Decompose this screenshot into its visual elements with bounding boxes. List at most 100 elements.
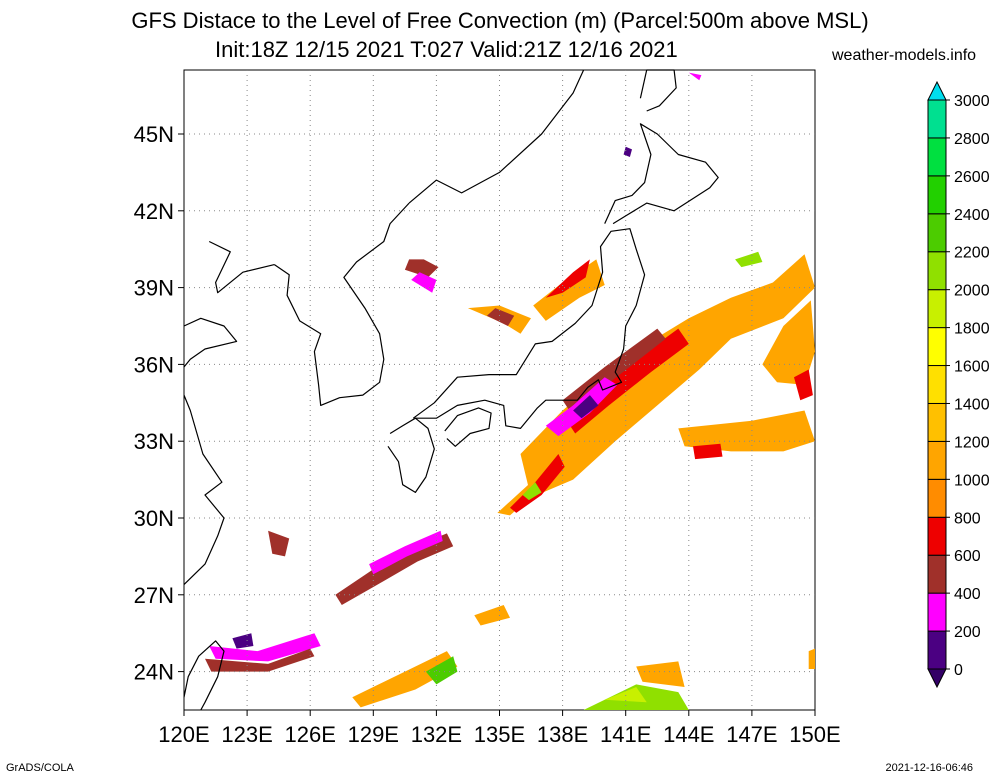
colorbar-segment: [927, 478, 947, 518]
field-east-ocean-ne: [762, 300, 815, 385]
lon-tick-label: 123E: [221, 722, 272, 747]
field-red-cluster-east-ocean: [693, 443, 723, 460]
colorbar-top-arrow: [927, 80, 947, 101]
field-south-bottom-orange: [636, 661, 685, 687]
site-credit: weather-models.info: [832, 47, 977, 64]
colorbar-segment: [927, 365, 947, 404]
coast-kyushu: [387, 417, 435, 493]
field-layer: [205, 72, 815, 710]
lon-tick-label: 126E: [285, 722, 336, 747]
colorbar-label: 1800: [954, 321, 990, 338]
field-east-ocean-red: [794, 369, 813, 401]
coast-taiwan: [183, 640, 225, 711]
colorbar-label: 2000: [954, 283, 990, 300]
coast-russia-coast: [408, 69, 585, 204]
field-south-bottom-yellow: [604, 687, 647, 703]
colorbar-segment: [927, 99, 947, 139]
lat-tick-label: 36N: [134, 352, 174, 377]
field-hokkaido-purple: [623, 146, 632, 157]
colorbar-segment: [927, 554, 947, 594]
lon-tick-label: 132E: [411, 722, 462, 747]
field-far-east-orange: [808, 648, 815, 669]
field-south-sea-orange: [352, 651, 458, 708]
field-japan-sea-south-brown: [486, 308, 515, 326]
colorbar-bottom-arrow: [927, 668, 947, 689]
colorbar-segment: [927, 630, 947, 670]
coast-china-coast: [208, 240, 275, 294]
colorbar-segment: [927, 516, 947, 556]
field-east-ocean-orange: [678, 410, 815, 452]
field-east-ocean-green: [735, 251, 763, 268]
field-band-honshu-east-red: [566, 328, 689, 434]
lat-tick-label: 24N: [134, 660, 174, 685]
colorbar: 0 200 400 600 800 1000 1200 1400 1600 1800 2000 220…: [927, 80, 990, 689]
colorbar-label: 800: [954, 510, 981, 527]
field-band-honshu-east: [520, 254, 815, 498]
colorbar-label: 400: [954, 586, 981, 603]
field-band-okinawa-magenta: [369, 530, 443, 575]
coast-korea: [274, 202, 410, 406]
lat-tick-label: 27N: [134, 583, 174, 608]
colorbar-segment: [927, 440, 947, 480]
coast-china-south: [183, 394, 225, 586]
colorbar-segment: [927, 327, 947, 367]
colorbar-label: 1200: [954, 434, 990, 451]
lat-tick-label: 45N: [134, 122, 174, 147]
colorbar-segment: [927, 213, 947, 253]
field-kyushu-south-red: [510, 454, 565, 513]
field-band-taiwan-magenta: [209, 633, 321, 662]
field-japan-sea-orange: [533, 259, 605, 321]
coast-hokkaido: [604, 123, 719, 225]
colorbar-label: 2200: [954, 245, 990, 262]
field-korea-north-brown: [404, 259, 439, 278]
field-band-boso-purple: [573, 395, 599, 419]
field-kyushu-south-green: [522, 482, 542, 501]
field-east-china-brown: [268, 530, 290, 557]
field-north-magenta: [688, 72, 702, 81]
colorbar-segment: [927, 592, 947, 632]
colorbar-label: 2800: [954, 131, 990, 148]
lat-tick-label: 42N: [134, 199, 174, 224]
colorbar-label: 600: [954, 548, 981, 565]
lon-tick-label: 129E: [348, 722, 399, 747]
coast-sakhalin: [639, 69, 677, 112]
lon-tick-label: 141E: [600, 722, 651, 747]
colorbar-label: 0: [954, 662, 963, 679]
colorbar-label: 200: [954, 624, 981, 641]
colorbar-segment: [927, 251, 947, 291]
field-band-taiwan-purple: [232, 633, 254, 649]
map-subtitle: Init:18Z 12/15 2021 T:027 Valid:21Z 12/1…: [215, 37, 678, 62]
coast-honshu: [412, 228, 646, 429]
field-mid-south-orange: [474, 605, 510, 626]
lat-tick-label: 33N: [134, 429, 174, 454]
lat-tick-label: 30N: [134, 506, 174, 531]
field-japan-sea-red: [545, 259, 590, 298]
coastline-layer: [183, 69, 719, 711]
footer-timestamp: 2021-12-16-06:46: [885, 762, 973, 774]
lat-tick-label: 39N: [134, 276, 174, 301]
colorbar-label: 1400: [954, 396, 990, 413]
coast-shikoku: [444, 407, 492, 447]
coast-shandong: [183, 317, 238, 368]
field-band-okinawa: [335, 533, 454, 605]
colorbar-segment: [927, 137, 947, 177]
lon-tick-label: 150E: [789, 722, 840, 747]
lon-tick-label: 144E: [663, 722, 714, 747]
field-kyushu-south-orange: [497, 451, 563, 516]
footer-credit: GrADS/COLA: [6, 762, 74, 774]
colorbar-label: 2600: [954, 169, 990, 186]
gridlines: [184, 70, 815, 710]
axis-ticks: 120E 123E 126E 129E 132E 135E 138E 141E 144E 147E…: [134, 122, 841, 747]
field-korea-north-magenta: [411, 272, 437, 293]
colorbar-label: 1600: [954, 359, 990, 376]
map-title: GFS Distace to the Level of Free Convect…: [131, 8, 869, 33]
lon-tick-label: 147E: [726, 722, 777, 747]
lon-tick-label: 135E: [474, 722, 525, 747]
colorbar-segment: [927, 402, 947, 442]
field-band-taiwan-brown: [205, 648, 315, 672]
colorbar-label: 1000: [954, 472, 990, 489]
colorbar-label: 3000: [954, 93, 990, 110]
colorbar-segment: [927, 289, 947, 329]
field-south-sea-green: [425, 656, 458, 685]
